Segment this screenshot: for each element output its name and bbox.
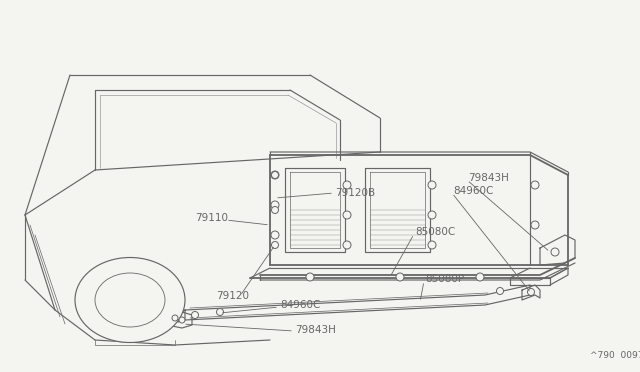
Circle shape [191, 311, 198, 318]
Circle shape [271, 231, 279, 239]
Circle shape [271, 241, 278, 248]
Circle shape [172, 315, 178, 321]
Text: 79843H: 79843H [295, 325, 336, 335]
Circle shape [531, 181, 539, 189]
Text: 85080C: 85080C [415, 227, 455, 237]
Ellipse shape [95, 273, 165, 327]
Circle shape [271, 201, 279, 209]
Circle shape [497, 288, 504, 295]
Circle shape [216, 308, 223, 315]
Circle shape [343, 241, 351, 249]
Circle shape [271, 171, 278, 179]
Text: 85080P: 85080P [425, 274, 464, 284]
Circle shape [476, 273, 484, 281]
Text: 79843H: 79843H [468, 173, 509, 183]
Circle shape [531, 221, 539, 229]
Circle shape [271, 206, 278, 214]
Circle shape [179, 317, 185, 323]
Circle shape [428, 181, 436, 189]
Circle shape [343, 211, 351, 219]
Circle shape [306, 273, 314, 281]
Text: 79120: 79120 [216, 291, 249, 301]
Circle shape [428, 211, 436, 219]
Text: ^790  0097: ^790 0097 [590, 352, 640, 360]
Circle shape [396, 273, 404, 281]
Ellipse shape [75, 257, 185, 343]
Circle shape [271, 171, 279, 179]
Text: 79110: 79110 [195, 213, 228, 223]
Circle shape [551, 248, 559, 256]
Circle shape [527, 289, 534, 295]
Text: 84960C: 84960C [453, 186, 493, 196]
Text: 84960C: 84960C [280, 300, 321, 310]
Text: 79120B: 79120B [335, 188, 375, 198]
Circle shape [428, 241, 436, 249]
Circle shape [343, 181, 351, 189]
